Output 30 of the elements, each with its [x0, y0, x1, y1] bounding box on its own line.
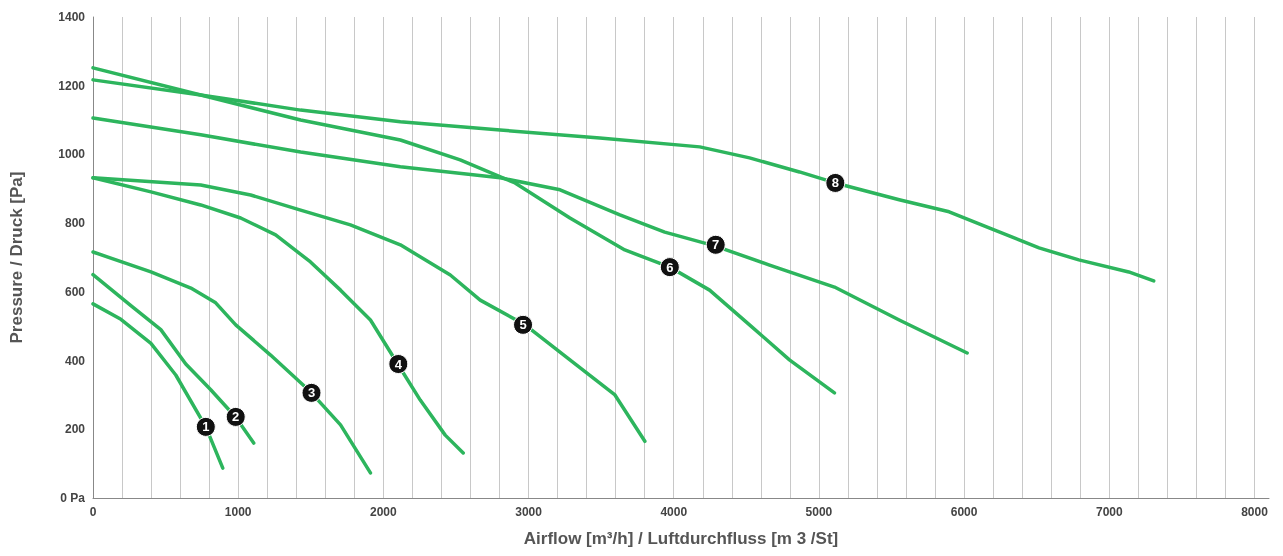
x-tick-label: 2000	[370, 505, 398, 519]
y-tick-label: 800	[64, 216, 86, 231]
annotation: 6	[666, 259, 674, 275]
x-tick-label: 8000	[1241, 505, 1269, 519]
line-series	[91, 272, 256, 445]
x-tick-label: 4000	[660, 505, 688, 519]
y-tick-label: 1200	[58, 78, 86, 93]
y-tick-label: 1400	[58, 10, 86, 24]
y-tick-label: 0 Pa	[60, 491, 86, 505]
annotation: 5	[519, 317, 527, 333]
annotation: 3	[307, 385, 316, 401]
x-tick-label: 3000	[515, 505, 543, 519]
line-series	[91, 250, 373, 475]
annotation: 7	[712, 237, 720, 253]
annotation: 8	[831, 175, 839, 191]
x-tick-label: 6000	[950, 505, 978, 519]
x-tick-label: 5000	[805, 505, 833, 519]
y-axis-title: Pressure / Druck [Pa]	[7, 171, 26, 344]
y-tick-label: 400	[64, 353, 86, 368]
annotation: 2	[232, 409, 240, 425]
x-tick-label: 1000	[224, 505, 252, 519]
line-series	[91, 302, 225, 470]
x-tick-label: 7000	[1095, 505, 1123, 519]
y-tick-label: 200	[64, 422, 86, 437]
annotation: 4	[394, 356, 403, 372]
x-axis-title: Airflow [m³/h] / Luftdurchfluss [m 3 /St]	[523, 529, 839, 548]
y-tick-label: 600	[64, 284, 86, 299]
annotation: 1	[202, 419, 210, 435]
x-tick-label: 0	[89, 505, 97, 519]
y-tick-label: 1000	[58, 147, 86, 162]
